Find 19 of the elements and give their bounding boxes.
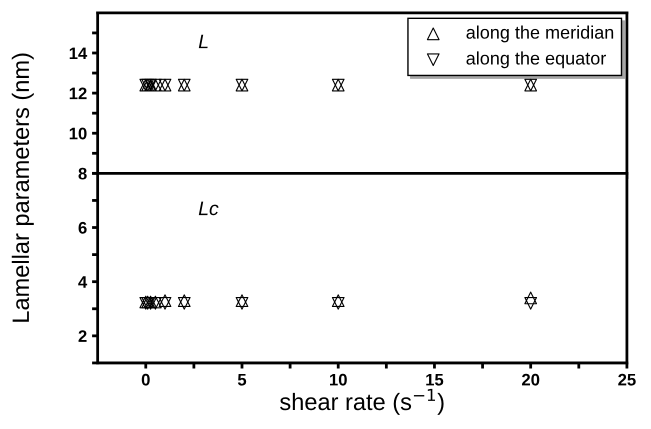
annotation: L	[198, 34, 208, 48]
legend-label: along the meridian	[466, 26, 614, 42]
y-tick-label: 12	[70, 88, 87, 100]
x-tick-label: 20	[522, 374, 540, 386]
y-tick-label: 4	[78, 276, 88, 288]
y-tick-label: 8	[78, 168, 87, 180]
x-axis-title: shear rate (s$^{−1}$)	[280, 388, 444, 415]
x-tick-label: 0	[142, 374, 150, 386]
x-tick-label: 10	[330, 374, 347, 386]
x-tick-label: 5	[238, 374, 246, 386]
y-axis-title: Lamellar parameters (nm)	[12, 54, 34, 322]
y-tick-label: 2	[78, 330, 87, 342]
y-tick-label: 6	[78, 222, 87, 234]
legend-label: along the equator	[466, 51, 606, 68]
y-tick-label: 14	[70, 48, 88, 60]
y-tick-label: 10	[70, 128, 87, 140]
annotation: Lc	[198, 202, 219, 216]
x-tick-label: 15	[426, 374, 444, 386]
x-tick-label: 25	[618, 374, 636, 386]
